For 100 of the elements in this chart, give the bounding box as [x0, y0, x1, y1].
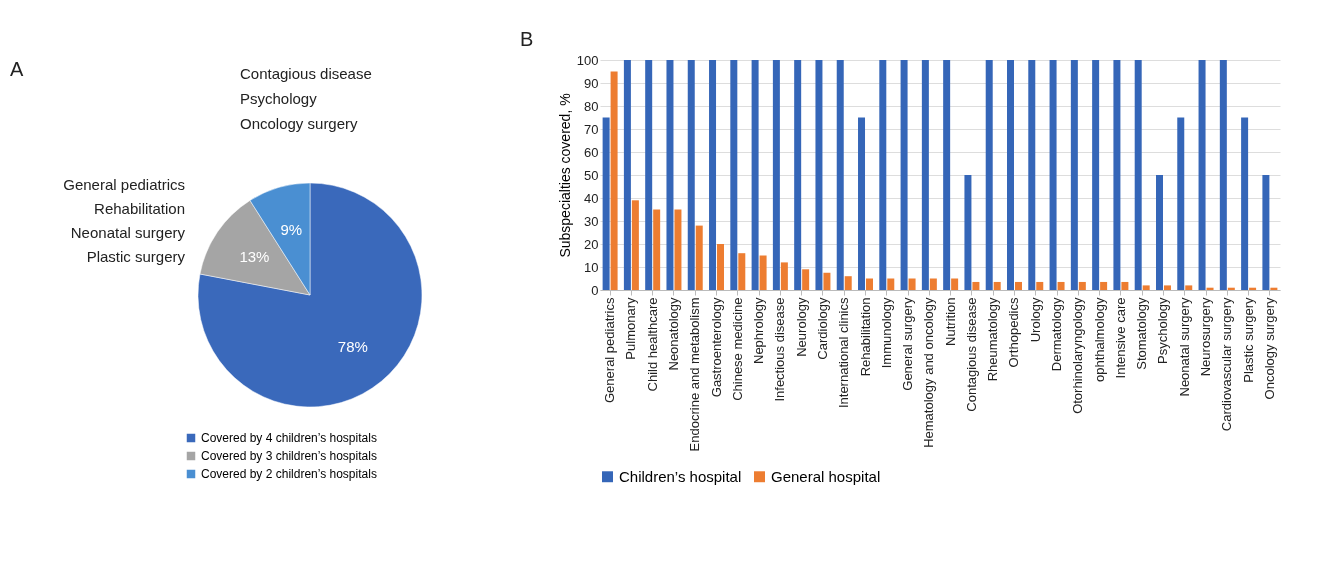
y-tick-label: 40 — [584, 190, 599, 206]
bar — [921, 60, 929, 290]
legend-label: Children’s hospital — [619, 467, 742, 485]
bar — [866, 278, 873, 290]
bar — [908, 278, 916, 290]
bar — [1262, 175, 1270, 290]
bar — [972, 281, 980, 290]
x-tick-label: Cardiovascular surgery — [1219, 297, 1235, 432]
bar — [1036, 281, 1044, 290]
bar — [844, 276, 852, 290]
y-tick-label: 30 — [584, 213, 599, 229]
bar — [1057, 281, 1065, 290]
x-tick-label: Neonatology — [665, 297, 681, 371]
x-tick-label: Cardiology — [814, 297, 830, 360]
y-axis-title: Subspecialties covered, % — [556, 93, 573, 258]
x-tick-label: Oncology surgery — [1261, 297, 1277, 400]
x-tick-label: ophthalmology — [1091, 297, 1107, 383]
x-tick-label: International clinics — [836, 297, 852, 409]
bar — [943, 60, 951, 290]
x-tick-label: Nephrology — [751, 297, 767, 364]
bar — [879, 60, 887, 290]
bar — [815, 60, 823, 290]
x-tick-label: Otorhinolaryngology — [1070, 297, 1086, 414]
data-label: 9% — [280, 221, 303, 239]
bar — [1113, 60, 1121, 290]
bar — [1070, 60, 1078, 290]
x-tick-label: Hematology and oncology — [921, 297, 937, 448]
bar — [993, 281, 1001, 290]
text: Neonatal surgery — [70, 224, 186, 241]
bar — [780, 262, 788, 290]
x-tick-label: General surgery — [900, 297, 916, 391]
y-tick-label: 70 — [584, 121, 599, 137]
text: B — [520, 28, 534, 50]
legend-label: Covered by 2 children’s hospitals — [201, 467, 377, 481]
bar — [645, 60, 653, 290]
x-tick-label: Orthopedics — [1006, 297, 1022, 368]
text: Psychology — [240, 90, 318, 107]
pie-slice — [197, 182, 423, 408]
text: Rehabilitation — [94, 200, 185, 217]
y-tick-label: 60 — [584, 144, 599, 160]
x-tick-label: Chinese medicine — [729, 297, 745, 401]
bar — [1100, 281, 1108, 290]
data-label: 78% — [337, 337, 368, 355]
y-tick-label: 80 — [584, 98, 599, 114]
bar — [695, 225, 703, 290]
bar — [1241, 117, 1249, 290]
y-tick-label: 20 — [584, 236, 599, 252]
bar — [951, 278, 959, 290]
bar — [623, 60, 631, 290]
bar — [836, 60, 844, 290]
x-tick-label: Psychology — [1155, 297, 1171, 364]
x-tick-label: Gastroenterology — [708, 297, 724, 398]
bar — [794, 60, 802, 290]
bar — [610, 71, 618, 290]
bar — [717, 244, 725, 290]
bar — [1014, 281, 1022, 290]
bar — [730, 60, 738, 290]
bar — [602, 117, 610, 290]
bar — [1028, 60, 1036, 290]
bar — [1219, 60, 1227, 290]
bar — [1177, 117, 1185, 290]
x-tick-label: Plastic surgery — [1240, 297, 1256, 383]
y-tick-label: 10 — [584, 259, 599, 275]
x-tick-label: Intensive care — [1112, 297, 1128, 379]
bar — [1155, 175, 1163, 290]
bar — [985, 60, 993, 290]
x-tick-label: Dermatology — [1049, 297, 1065, 372]
bar — [1078, 281, 1086, 290]
bar — [759, 255, 767, 290]
x-tick-label: Neurology — [793, 297, 809, 357]
bar — [738, 253, 746, 290]
bar — [929, 278, 937, 290]
bar — [631, 200, 639, 290]
bar — [1142, 285, 1150, 290]
y-tick-label: 90 — [584, 75, 599, 91]
bar — [1121, 281, 1129, 290]
text: Oncology surgery — [240, 115, 359, 132]
bar — [1134, 60, 1142, 290]
bar — [1049, 60, 1057, 290]
data-label: 13% — [239, 248, 270, 266]
bar — [751, 60, 759, 290]
x-tick-label: Neonatal surgery — [1176, 297, 1192, 397]
x-tick-label: Rehabilitation — [857, 297, 873, 377]
bar — [1007, 60, 1014, 290]
bar — [887, 278, 895, 290]
x-tick-label: Neurosurgery — [1198, 297, 1214, 377]
x-tick-label: Urology — [1027, 297, 1043, 343]
x-tick-label: Stomatology — [1134, 297, 1150, 370]
bar — [1185, 285, 1193, 290]
bar — [1163, 285, 1171, 290]
y-tick-label: 0 — [591, 282, 599, 298]
text: General pediatrics — [63, 176, 185, 193]
bar — [666, 60, 674, 290]
bar — [900, 60, 908, 290]
bar — [1092, 60, 1100, 290]
bar — [858, 117, 866, 290]
bar — [964, 175, 972, 290]
legend-label: General hospital — [771, 467, 881, 485]
y-tick-label: 50 — [584, 167, 599, 183]
x-tick-label: Rheumatology — [985, 297, 1001, 382]
